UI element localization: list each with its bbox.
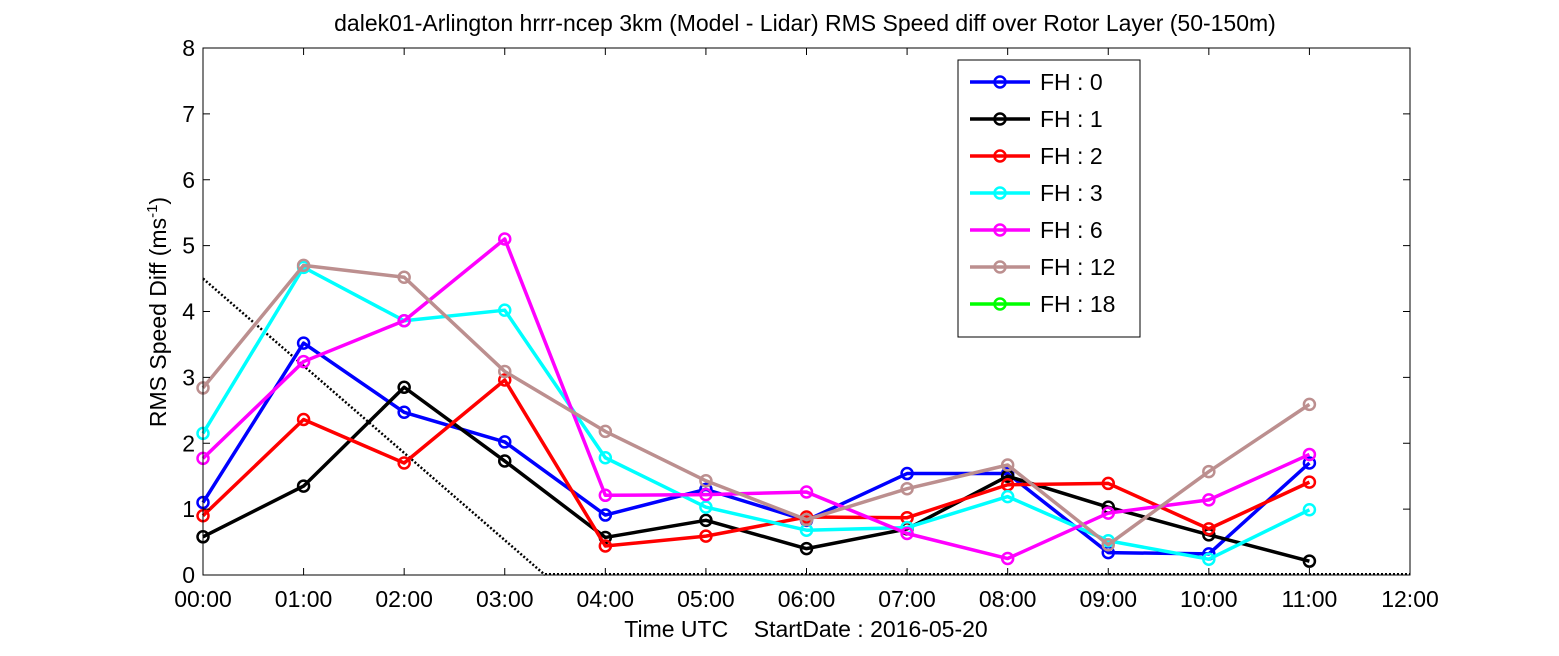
data-point — [699, 513, 713, 528]
legend-label: FH : 2 — [1040, 143, 1103, 169]
y-axis-label-close: ) — [145, 197, 171, 205]
legend-label: FH : 3 — [1040, 180, 1103, 206]
y-axis-label-main: RMS Speed Diff (ms — [145, 218, 171, 427]
data-point — [1101, 537, 1115, 552]
data-point — [296, 258, 311, 273]
x-tick-label: 02:00 — [375, 586, 433, 612]
data-point — [1000, 458, 1015, 472]
data-point — [799, 512, 814, 527]
y-tick-label: 2 — [182, 430, 195, 456]
y-tick-label: 8 — [182, 35, 195, 61]
data-point — [296, 479, 311, 493]
series-line — [201, 263, 1311, 547]
data-point — [397, 313, 411, 328]
data-point — [498, 232, 512, 246]
data-point — [1302, 397, 1317, 412]
y-axis-label-superscript: -1 — [144, 205, 161, 218]
legend-label: FH : 12 — [1040, 254, 1115, 280]
x-tick-label: 07:00 — [878, 586, 936, 612]
x-tick-label: 03:00 — [476, 586, 534, 612]
data-point — [900, 526, 914, 541]
data-point — [498, 303, 512, 317]
x-axis-label: Time UTC StartDate : 2016-05-20 — [624, 616, 987, 642]
legend-marker — [993, 149, 1007, 163]
y-tick-label: 1 — [182, 496, 195, 522]
data-point — [699, 487, 713, 502]
legend: FH : 0 FH : 1 FH : 2 FH : 3 FH : 6 FH : 12 FH … — [957, 59, 1141, 338]
data-point — [799, 541, 814, 556]
data-point — [1202, 493, 1216, 507]
x-tick-label: 01:00 — [275, 586, 333, 612]
data-point — [498, 364, 512, 379]
legend-box — [957, 59, 1141, 338]
series-line — [201, 237, 1311, 561]
x-tick-label: 04:00 — [577, 586, 635, 612]
x-tick-label: 05:00 — [677, 586, 735, 612]
data-point — [1302, 447, 1317, 462]
legend-marker — [993, 112, 1007, 126]
data-point — [1302, 503, 1317, 517]
data-point — [498, 435, 512, 449]
data-point — [1202, 464, 1216, 479]
data-point — [799, 485, 814, 499]
y-axis-label: RMS Speed Diff (ms-1) — [144, 197, 171, 427]
legend-marker — [993, 297, 1007, 311]
data-point — [397, 380, 411, 395]
y-tick-label: 5 — [182, 233, 195, 259]
legend-marker — [993, 260, 1007, 274]
data-point — [598, 488, 613, 503]
data-point — [1000, 489, 1015, 504]
data-point — [1302, 456, 1317, 470]
y-tick-label: 4 — [182, 299, 195, 325]
data-point — [498, 373, 512, 387]
y-tick-label: 3 — [182, 364, 195, 390]
y-tick-label: 0 — [182, 562, 195, 588]
x-tick-label: 11:00 — [1281, 586, 1337, 612]
data-point — [699, 529, 713, 543]
reference-line — [202, 277, 546, 576]
data-point — [1101, 506, 1115, 520]
legend-label: FH : 18 — [1040, 291, 1115, 317]
x-tick-label: 00:00 — [174, 586, 232, 612]
x-tick-label: 09:00 — [1079, 586, 1137, 612]
x-tick-label: 12:00 — [1381, 586, 1439, 612]
series-line — [201, 341, 1311, 556]
legend-label: FH : 0 — [1040, 69, 1103, 95]
data-point — [296, 354, 311, 369]
data-point — [598, 450, 613, 465]
x-tick-label: 10:00 — [1180, 586, 1238, 612]
data-point — [397, 270, 411, 284]
data-point — [598, 539, 613, 553]
data-point — [699, 474, 713, 488]
data-point — [296, 336, 311, 350]
x-tick-label: 06:00 — [778, 586, 836, 612]
data-point — [397, 456, 411, 470]
x-tick-label: 08:00 — [979, 586, 1037, 612]
data-point — [598, 424, 613, 439]
legend-marker — [993, 75, 1007, 89]
y-tick-label: 7 — [182, 101, 195, 127]
data-point — [598, 508, 613, 522]
legend-label: FH : 1 — [1040, 106, 1103, 132]
series-line — [201, 265, 1311, 561]
y-tick-label: 6 — [182, 167, 195, 193]
data-point — [1302, 554, 1317, 568]
data-point — [296, 412, 311, 427]
data-point — [699, 500, 713, 514]
data-point — [1302, 475, 1317, 489]
data-point — [900, 481, 914, 496]
data-point — [900, 466, 914, 481]
chart-title: dalek01-Arlington hrrr-ncep 3km (Model -… — [334, 10, 1276, 36]
data-point — [1000, 551, 1015, 566]
data-point — [1202, 552, 1216, 566]
legend-marker — [993, 186, 1007, 200]
data-point — [498, 454, 512, 468]
data-point — [1202, 522, 1216, 536]
legend-marker — [993, 223, 1007, 237]
data-point — [397, 405, 411, 420]
series-line — [201, 378, 1311, 548]
legend-label: FH : 6 — [1040, 217, 1103, 243]
data-point — [1101, 476, 1115, 491]
